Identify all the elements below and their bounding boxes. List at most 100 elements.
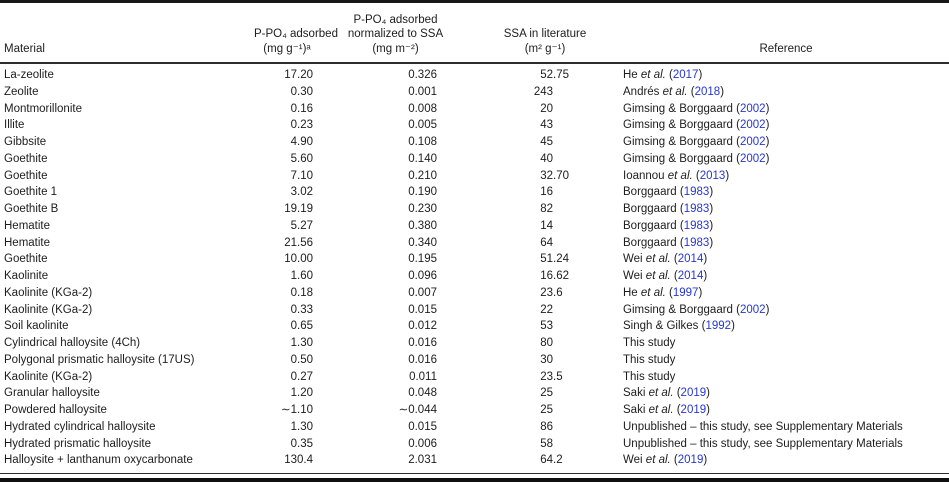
table-row: Hydrated prismatic halloysite 0.35 0.006 58…	[0, 436, 949, 453]
adsorbed-value-cell: 130.4	[284, 454, 313, 467]
reference-paren-open: (	[679, 203, 684, 215]
normalized-value-cell: 0.007	[408, 286, 437, 299]
table-row: Hydrated cylindrical halloysite 1.30 0.015…	[0, 419, 949, 436]
adsorbed-value-cell: 21.56	[284, 236, 313, 249]
reference-cell: Wei et al. (2014)	[623, 251, 949, 268]
citation-year-link[interactable]: 2002	[739, 119, 766, 132]
normalized-value-cell: 0.006	[408, 437, 437, 450]
column-header-normalized-line2: normalized to SSA	[347, 28, 444, 40]
citation-year-link[interactable]: 2019	[680, 387, 707, 400]
material-cell: Hematite	[4, 219, 51, 232]
reference-paren-open: (	[665, 69, 673, 81]
reference-cell: Andrés et al. (2018)	[623, 84, 949, 101]
column-header-normalized: P-PO₄ adsorbed normalized to SSA (mg m⁻²…	[320, 13, 445, 57]
normalized-value-cell: 0.015	[408, 303, 437, 316]
citation-year-link[interactable]: 2002	[739, 136, 766, 148]
normalized-value-cell: ∼0.044	[398, 404, 437, 416]
normalized-value-cell: 0.326	[408, 69, 437, 81]
citation-year-link[interactable]: 2014	[677, 253, 704, 266]
reference-cell: Borggaard (1983)	[623, 184, 949, 201]
reference-paren-close: )	[725, 169, 730, 182]
reference-paren-close: )	[709, 203, 714, 215]
material-cell: Kaolinite	[4, 270, 49, 282]
adsorbed-value-cell: 0.16	[290, 102, 313, 115]
material-cell: Halloysite + lanthanum oxycarbonate	[4, 454, 193, 467]
reference-cell: He et al. (1997)	[623, 285, 949, 302]
ssa-integer-part: 82	[540, 203, 553, 215]
citation-year-link[interactable]: 1992	[705, 320, 732, 333]
reference-paren-open: (	[670, 454, 678, 467]
table-row: Soil kaolinite 0.65 0.012 53 Singh & Gilkes …	[0, 318, 949, 335]
column-header-material-label: Material	[4, 42, 45, 55]
adsorbed-value-cell: 10.00	[284, 253, 313, 266]
table-foot-rule	[0, 473, 949, 474]
table-header-row: Material P-PO₄ adsorbed (mg g⁻¹)ᵃ P-PO₄ …	[0, 3, 949, 62]
reference-cell: Gimsing & Borggaard (2002)	[623, 117, 949, 134]
reference-author: Gimsing & Borggaard	[623, 303, 737, 316]
reference-paren-close: )	[765, 303, 770, 316]
table-row: La-zeolite 17.20 0.326 52.75 He et al. (2017…	[0, 67, 949, 84]
table-row: Kaolinite (KGa-2) 0.33 0.015 22 Gimsing & Bo…	[0, 302, 949, 319]
ssa-integer-part: 25	[540, 404, 553, 416]
table-row: Goethite 5.60 0.140 40 Gimsing & Borggaard (…	[0, 151, 949, 168]
citation-year-link[interactable]: 2019	[680, 404, 707, 416]
citation-year-link[interactable]: 2002	[739, 102, 766, 115]
ssa-value-cell: 43	[445, 117, 623, 134]
reference-author: Wei	[623, 253, 646, 266]
citation-year-link[interactable]: 2018	[694, 85, 721, 98]
reference-cell: Saki et al. (2019)	[623, 402, 949, 419]
ssa-integer-part: 243	[533, 85, 553, 98]
reference-author: Borggaard	[623, 203, 680, 215]
material-cell: Montmorillonite	[4, 102, 82, 115]
normalized-value-cell: 0.210	[408, 169, 437, 182]
reference-cell: Borggaard (1983)	[623, 201, 949, 218]
reference-etal: et al.	[667, 169, 693, 182]
column-header-ssa: SSA in literature (m² g⁻¹)	[445, 27, 623, 56]
ssa-integer-part: 20	[540, 102, 553, 115]
ssa-integer-part: 32	[540, 169, 553, 182]
reference-text: Unpublished – this study, see Supplement…	[623, 420, 903, 433]
citation-year-link[interactable]: 1983	[683, 219, 710, 232]
adsorbed-value-cell: 1.30	[290, 337, 313, 349]
ssa-integer-part: 23	[540, 370, 553, 383]
ssa-integer-part: 86	[540, 420, 553, 433]
reference-paren-open: (	[736, 152, 740, 165]
ssa-value-cell: 86	[445, 419, 623, 436]
column-header-reference-label: Reference	[759, 42, 813, 55]
normalized-value-cell: 0.195	[408, 253, 437, 266]
citation-year-link[interactable]: 2019	[677, 454, 704, 467]
citation-year-link[interactable]: 1983	[683, 203, 710, 215]
ssa-fraction-part: .2	[553, 454, 563, 467]
normalized-value-cell: 0.011	[409, 370, 437, 383]
reference-paren-close: )	[709, 236, 714, 249]
reference-author: Gimsing & Borggaard	[623, 102, 737, 115]
reference-paren-close: )	[698, 69, 703, 81]
material-cell: Goethite	[4, 253, 48, 266]
citation-year-link[interactable]: 1983	[683, 236, 710, 249]
citation-year-link[interactable]: 1983	[683, 186, 710, 199]
reference-paren-close: )	[706, 387, 710, 400]
citation-year-link[interactable]: 1997	[672, 286, 699, 299]
reference-etal: et al.	[640, 69, 666, 81]
table-row: Kaolinite 1.60 0.096 16.62 Wei et al. (2014)	[0, 268, 949, 285]
ssa-integer-part: 40	[540, 152, 553, 165]
ssa-value-cell: 51.24	[445, 251, 623, 268]
ssa-value-cell: 14	[445, 218, 623, 235]
ssa-value-cell: 16.62	[445, 268, 623, 285]
reference-paren-open: (	[679, 236, 684, 249]
adsorbed-value-cell: 4.90	[290, 136, 313, 148]
ssa-integer-part: 43	[540, 119, 553, 132]
reference-etal: et al.	[648, 404, 674, 416]
citation-year-link[interactable]: 2017	[672, 69, 699, 81]
reference-author: Andrés	[623, 85, 663, 98]
citation-year-link[interactable]: 2002	[739, 152, 766, 165]
citation-year-link[interactable]: 2014	[677, 270, 704, 282]
citation-year-link[interactable]: 2013	[699, 169, 726, 182]
adsorbed-value-cell: 1.20	[290, 387, 313, 400]
material-cell: Soil kaolinite	[4, 320, 69, 333]
table-row: Granular halloysite 1.20 0.048 25 Saki et al…	[0, 385, 949, 402]
table-bottom-rule	[0, 478, 949, 482]
adsorbed-value-cell: 19.19	[284, 203, 313, 215]
citation-year-link[interactable]: 2002	[739, 303, 766, 316]
normalized-value-cell: 0.001	[408, 85, 437, 98]
